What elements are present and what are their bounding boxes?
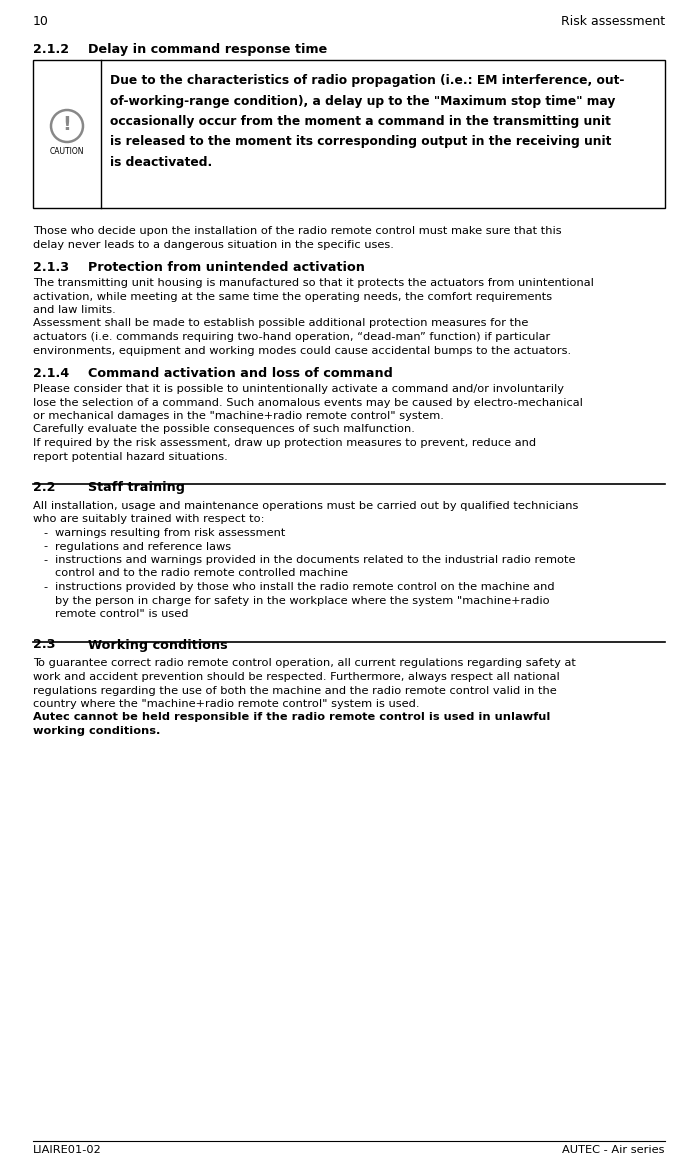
Text: !: ! xyxy=(63,114,72,134)
Text: control and to the radio remote controlled machine: control and to the radio remote controll… xyxy=(55,569,348,578)
Text: Please consider that it is possible to unintentionally activate a command and/or: Please consider that it is possible to u… xyxy=(33,384,564,394)
Text: delay never leads to a dangerous situation in the specific uses.: delay never leads to a dangerous situati… xyxy=(33,240,394,250)
Text: -: - xyxy=(43,542,47,551)
Text: Command activation and loss of command: Command activation and loss of command xyxy=(88,368,393,380)
Text: 2.3: 2.3 xyxy=(33,638,56,651)
Text: is deactivated.: is deactivated. xyxy=(110,156,212,169)
Text: remote control" is used: remote control" is used xyxy=(55,609,189,619)
Text: All installation, usage and maintenance operations must be carried out by qualif: All installation, usage and maintenance … xyxy=(33,501,578,511)
Text: Autec cannot be held responsible if the radio remote control is used in unlawful: Autec cannot be held responsible if the … xyxy=(33,713,551,722)
Text: activation, while meeting at the same time the operating needs, the comfort requ: activation, while meeting at the same ti… xyxy=(33,292,552,301)
Text: environments, equipment and working modes could cause accidental bumps to the ac: environments, equipment and working mode… xyxy=(33,345,571,356)
Text: The transmitting unit housing is manufactured so that it protects the actuators : The transmitting unit housing is manufac… xyxy=(33,278,594,288)
Text: 2.2: 2.2 xyxy=(33,481,56,494)
Text: Assessment shall be made to establish possible additional protection measures fo: Assessment shall be made to establish po… xyxy=(33,319,528,328)
Text: Delay in command response time: Delay in command response time xyxy=(88,43,327,56)
Text: 2.1.2: 2.1.2 xyxy=(33,43,69,56)
Text: work and accident prevention should be respected. Furthermore, always respect al: work and accident prevention should be r… xyxy=(33,672,560,682)
Text: AUTEC - Air series: AUTEC - Air series xyxy=(562,1146,665,1155)
Text: Due to the characteristics of radio propagation (i.e.: EM interference, out-: Due to the characteristics of radio prop… xyxy=(110,74,624,87)
Text: actuators (i.e. commands requiring two-hand operation, “dead-man” function) if p: actuators (i.e. commands requiring two-h… xyxy=(33,331,551,342)
Text: -: - xyxy=(43,582,47,592)
Text: and law limits.: and law limits. xyxy=(33,305,116,315)
Text: report potential hazard situations.: report potential hazard situations. xyxy=(33,451,228,462)
Text: by the person in charge for safety in the workplace where the system "machine+ra: by the person in charge for safety in th… xyxy=(55,595,550,606)
Text: 2.1.3: 2.1.3 xyxy=(33,261,69,274)
Text: regulations and reference laws: regulations and reference laws xyxy=(55,542,231,551)
Text: CAUTION: CAUTION xyxy=(49,147,84,156)
Text: lose the selection of a command. Such anomalous events may be caused by electro-: lose the selection of a command. Such an… xyxy=(33,398,583,407)
Text: is released to the moment its corresponding output in the receiving unit: is released to the moment its correspond… xyxy=(110,136,611,149)
Text: 10: 10 xyxy=(33,15,49,28)
Text: -: - xyxy=(43,528,47,538)
Text: Carefully evaluate the possible consequences of such malfunction.: Carefully evaluate the possible conseque… xyxy=(33,424,415,435)
Text: Staff training: Staff training xyxy=(88,481,185,494)
Text: working conditions.: working conditions. xyxy=(33,726,160,736)
Text: To guarantee correct radio remote control operation, all current regulations reg: To guarantee correct radio remote contro… xyxy=(33,658,576,669)
Text: 2.1.4: 2.1.4 xyxy=(33,368,69,380)
Text: warnings resulting from risk assessment: warnings resulting from risk assessment xyxy=(55,528,285,538)
Text: Protection from unintended activation: Protection from unintended activation xyxy=(88,261,365,274)
Text: who are suitably trained with respect to:: who are suitably trained with respect to… xyxy=(33,514,264,525)
Text: If required by the risk assessment, draw up protection measures to prevent, redu: If required by the risk assessment, draw… xyxy=(33,438,536,448)
Text: occasionally occur from the moment a command in the transmitting unit: occasionally occur from the moment a com… xyxy=(110,115,611,128)
Text: Working conditions: Working conditions xyxy=(88,638,228,651)
Text: Those who decide upon the installation of the radio remote control must make sur: Those who decide upon the installation o… xyxy=(33,226,562,236)
Text: -: - xyxy=(43,555,47,565)
Bar xyxy=(33,60,665,208)
Text: country where the "machine+radio remote control" system is used.: country where the "machine+radio remote … xyxy=(33,699,420,709)
Text: of-working-range condition), a delay up to the "Maximum stop time" may: of-working-range condition), a delay up … xyxy=(110,94,615,107)
Text: instructions provided by those who install the radio remote control on the machi: instructions provided by those who insta… xyxy=(55,582,555,592)
Text: or mechanical damages in the "machine+radio remote control" system.: or mechanical damages in the "machine+ra… xyxy=(33,411,444,421)
Text: instructions and warnings provided in the documents related to the industrial ra: instructions and warnings provided in th… xyxy=(55,555,576,565)
Text: LIAIRE01-02: LIAIRE01-02 xyxy=(33,1146,102,1155)
Text: Risk assessment: Risk assessment xyxy=(561,15,665,28)
Text: regulations regarding the use of both the machine and the radio remote control v: regulations regarding the use of both th… xyxy=(33,685,557,695)
